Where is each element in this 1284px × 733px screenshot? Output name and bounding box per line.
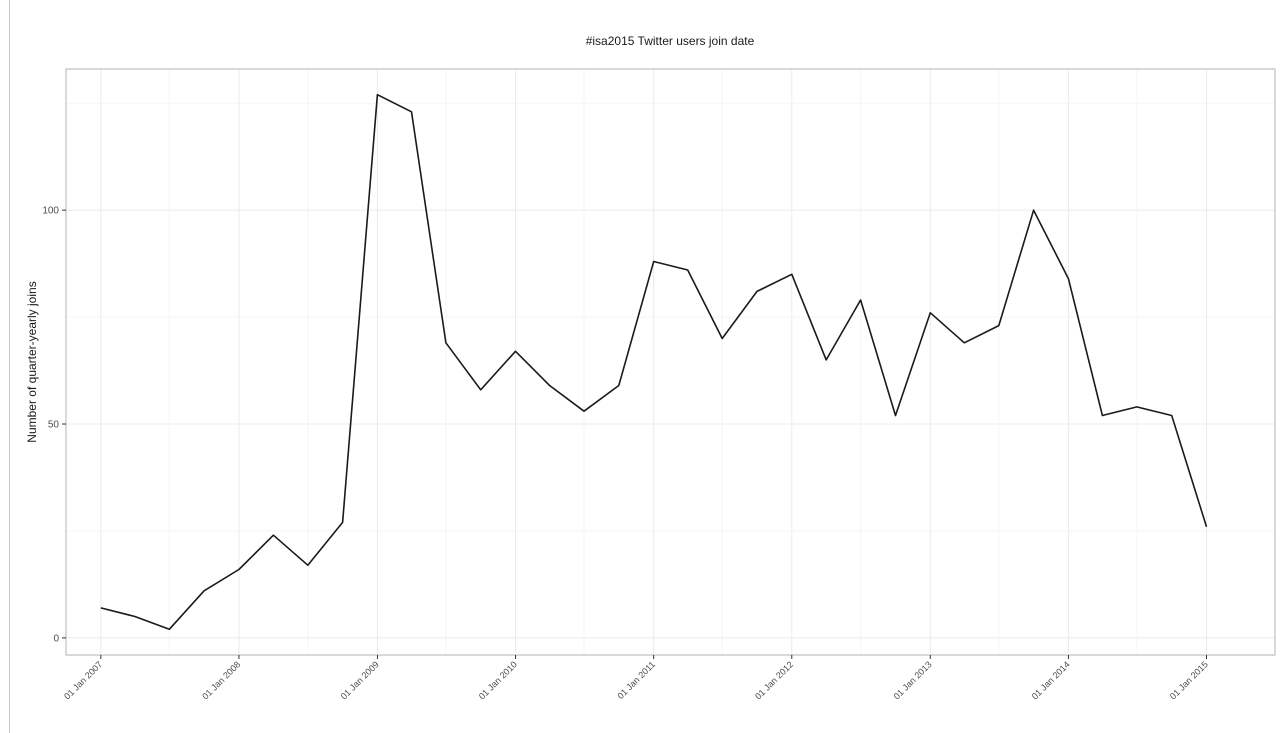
x-tick-label: 01 Jan 2013 [892, 659, 934, 701]
x-tick-label: 01 Jan 2008 [200, 659, 242, 701]
x-tick-label: 01 Jan 2014 [1030, 659, 1072, 701]
series-layer [100, 93, 1208, 631]
y-tick-label: 100 [42, 206, 59, 217]
grid [66, 69, 1275, 655]
y-axis-title: Number of quarter-yearly joins [25, 281, 39, 442]
y-tick-label: 0 [53, 633, 59, 644]
page-left-border [9, 0, 10, 733]
plot-panel-border [65, 68, 1276, 656]
x-axis: 01 Jan 2007 01 Jan 2008 01 Jan 2009 01 Jan … [62, 655, 1210, 701]
x-tick-label: 01 Jan 2007 [62, 659, 104, 701]
x-tick-label: 01 Jan 2011 [615, 659, 657, 701]
series-line [100, 93, 1208, 631]
y-tick-label: 50 [48, 420, 60, 431]
x-tick-label: 01 Jan 2009 [339, 659, 381, 701]
chart-title: #isa2015 Twitter users join date [586, 34, 755, 48]
x-tick-label: 01 Jan 2010 [477, 659, 519, 701]
x-tick-label: 01 Jan 2015 [1168, 659, 1210, 701]
y-axis: 0 50 100 [42, 206, 66, 644]
x-tick-label: 01 Jan 2012 [753, 659, 795, 701]
